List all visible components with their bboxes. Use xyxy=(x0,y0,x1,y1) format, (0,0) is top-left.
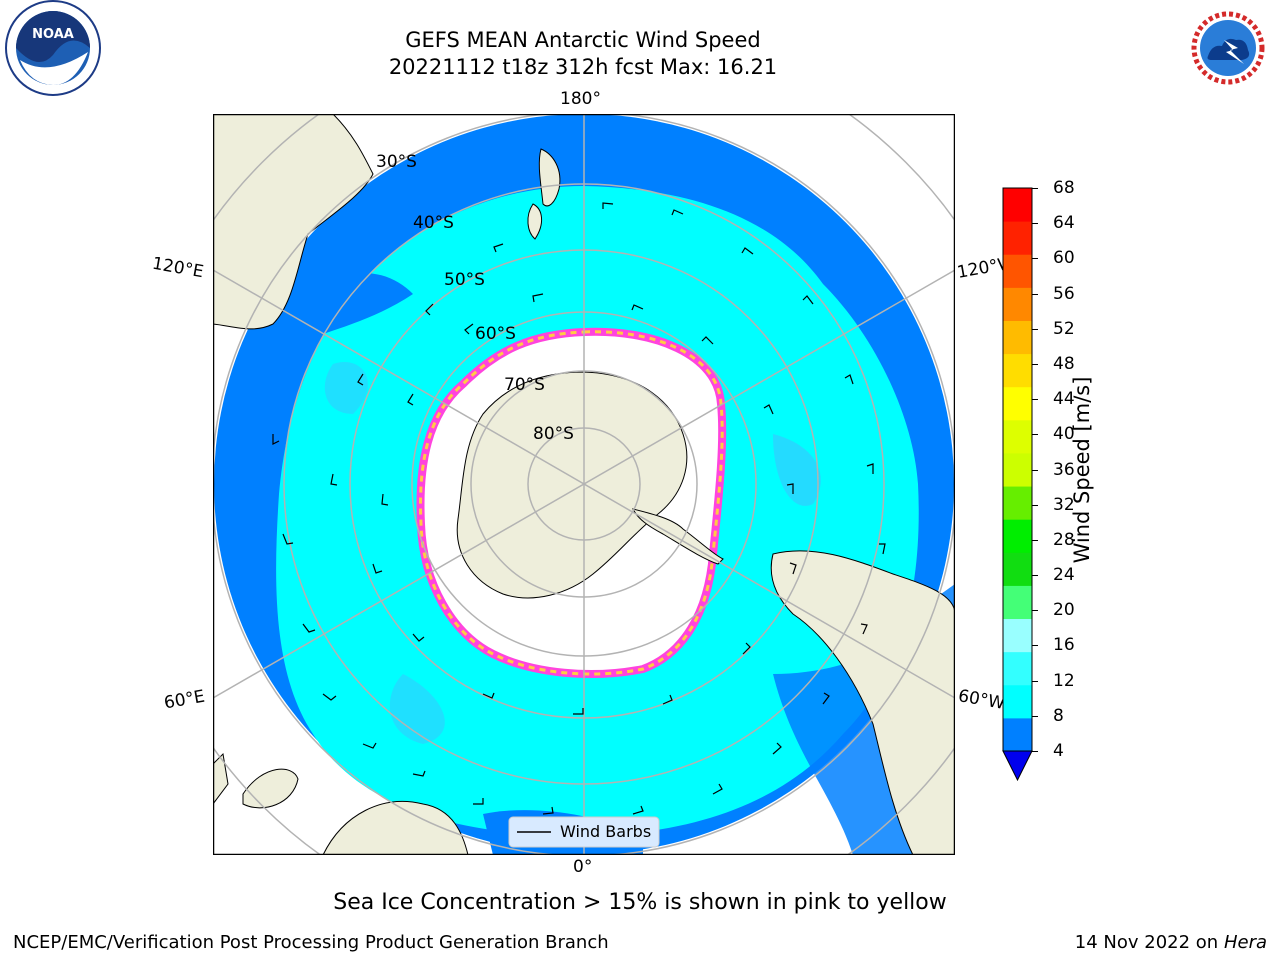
colorbar-tick-label: 16 xyxy=(1053,635,1075,656)
south-america xyxy=(770,550,955,855)
legend-box xyxy=(508,816,660,848)
lat-label-40s: 40°S xyxy=(413,213,454,233)
lat-label-80s: 80°S xyxy=(533,424,574,444)
colorbar-tick-label: 56 xyxy=(1053,283,1075,304)
colorbar-band xyxy=(1003,353,1032,388)
chart-title: GEFS MEAN Antarctic Wind Speed xyxy=(405,28,761,52)
colorbar-tick-label: 24 xyxy=(1053,565,1075,586)
colorbar-tick-mark xyxy=(1032,504,1038,506)
colorbar-band xyxy=(1003,452,1032,487)
colorbar-tick-mark xyxy=(1032,715,1038,717)
colorbar-band xyxy=(1003,519,1032,553)
lat-label-30s: 30°S xyxy=(376,152,417,172)
colorbar-tick-mark xyxy=(1032,610,1038,612)
colorbar-tick-mark xyxy=(1032,539,1038,541)
map-frame xyxy=(213,114,955,855)
footer-host: Hera xyxy=(1223,932,1267,953)
colorbar-tick-label: 68 xyxy=(1053,178,1075,198)
colorbar-tick-label: 40 xyxy=(1053,424,1075,445)
lon-label-0: 0° xyxy=(573,857,593,877)
lat-label-70s: 70°S xyxy=(504,375,545,395)
colorbar-tick-mark xyxy=(1032,258,1038,260)
colorbar-tick-label: 4 xyxy=(1053,741,1064,761)
colorbar-tick-label: 44 xyxy=(1053,389,1075,410)
colorbar-tick-label: 8 xyxy=(1053,705,1064,726)
new-zealand xyxy=(538,148,561,207)
colorbar-band xyxy=(1003,221,1032,255)
lon-label-60e: 60°E xyxy=(162,686,207,714)
polar-map: Wind Barbs xyxy=(213,114,955,855)
colorbar-tick-mark xyxy=(1032,575,1038,577)
noaa-logo: NOAA xyxy=(5,0,101,96)
colorbar-label: Wind Speed [m/s] xyxy=(1070,376,1094,564)
colorbar-tick-mark xyxy=(1032,645,1038,647)
colorbar-tick-mark xyxy=(1032,751,1038,752)
colorbar-band xyxy=(1003,320,1032,355)
colorbar-band xyxy=(1003,188,1032,222)
noaa-logo-text: NOAA xyxy=(32,27,74,42)
lon-label-60w: 60°W xyxy=(956,686,1007,714)
lat-label-50s: 50°S xyxy=(444,270,485,290)
lon-label-180: 180° xyxy=(560,89,601,109)
colorbar-tick-label: 36 xyxy=(1053,459,1075,480)
colorbar-tick-label: 64 xyxy=(1053,213,1075,234)
colorbar-tick-label: 60 xyxy=(1053,248,1075,269)
colorbar-band xyxy=(1003,486,1032,520)
colorbar-band xyxy=(1003,287,1032,321)
chart-subtitle: 20221112 t18z 312h fcst Max: 16.21 xyxy=(388,55,778,79)
colorbar-tick-mark xyxy=(1032,363,1038,365)
legend-label: Wind Barbs xyxy=(560,822,651,841)
colorbar-band xyxy=(1003,684,1032,719)
colorbar-tick-mark xyxy=(1032,399,1038,401)
colorbar-segments xyxy=(1003,188,1032,752)
colorbar-tick-mark xyxy=(1032,469,1038,471)
colorbar-tick-mark xyxy=(1032,293,1038,295)
colorbar-tick-label: 20 xyxy=(1053,600,1075,621)
footer-date: 14 Nov 2022 on xyxy=(1074,932,1219,953)
wind-barbs xyxy=(272,202,886,815)
colorbar-tick-label: 52 xyxy=(1053,318,1075,339)
colorbar-band xyxy=(1003,651,1032,686)
colorbar-band xyxy=(1003,419,1032,454)
colorbar-tick-mark xyxy=(1032,680,1038,682)
colorbar-band xyxy=(1003,618,1032,653)
colorbar-band xyxy=(1003,386,1032,421)
colorbar-band xyxy=(1003,717,1032,752)
colorbar-tick-mark xyxy=(1032,434,1038,436)
colorbar xyxy=(1002,187,1033,782)
colorbar-extend-arrow xyxy=(1002,750,1033,782)
colorbar-tick-mark xyxy=(1032,188,1038,189)
colorbar-tick-label: 48 xyxy=(1053,353,1075,374)
colorbar-tick-mark xyxy=(1032,328,1038,330)
colorbar-tick-mark xyxy=(1032,223,1038,225)
colorbar-tick-label: 12 xyxy=(1053,670,1075,691)
nws-logo xyxy=(1182,2,1274,94)
colorbar-tick-label: 32 xyxy=(1053,494,1075,515)
lon-label-120e: 120°E xyxy=(150,253,206,283)
lat-label-60s: 60°S xyxy=(475,324,516,344)
colorbar-band xyxy=(1003,254,1032,288)
colorbar-tick-label: 28 xyxy=(1053,529,1075,550)
sea-ice-caption: Sea Ice Concentration > 15% is shown in … xyxy=(333,890,947,915)
footer-right: 14 Nov 2022 on Hera xyxy=(1075,932,1267,953)
colorbar-band xyxy=(1003,552,1032,586)
longitude-gridlines xyxy=(213,114,955,855)
africa xyxy=(322,800,469,855)
colorbar-band xyxy=(1003,585,1032,620)
footer-left: NCEP/EMC/Verification Post Processing Pr… xyxy=(13,932,609,953)
